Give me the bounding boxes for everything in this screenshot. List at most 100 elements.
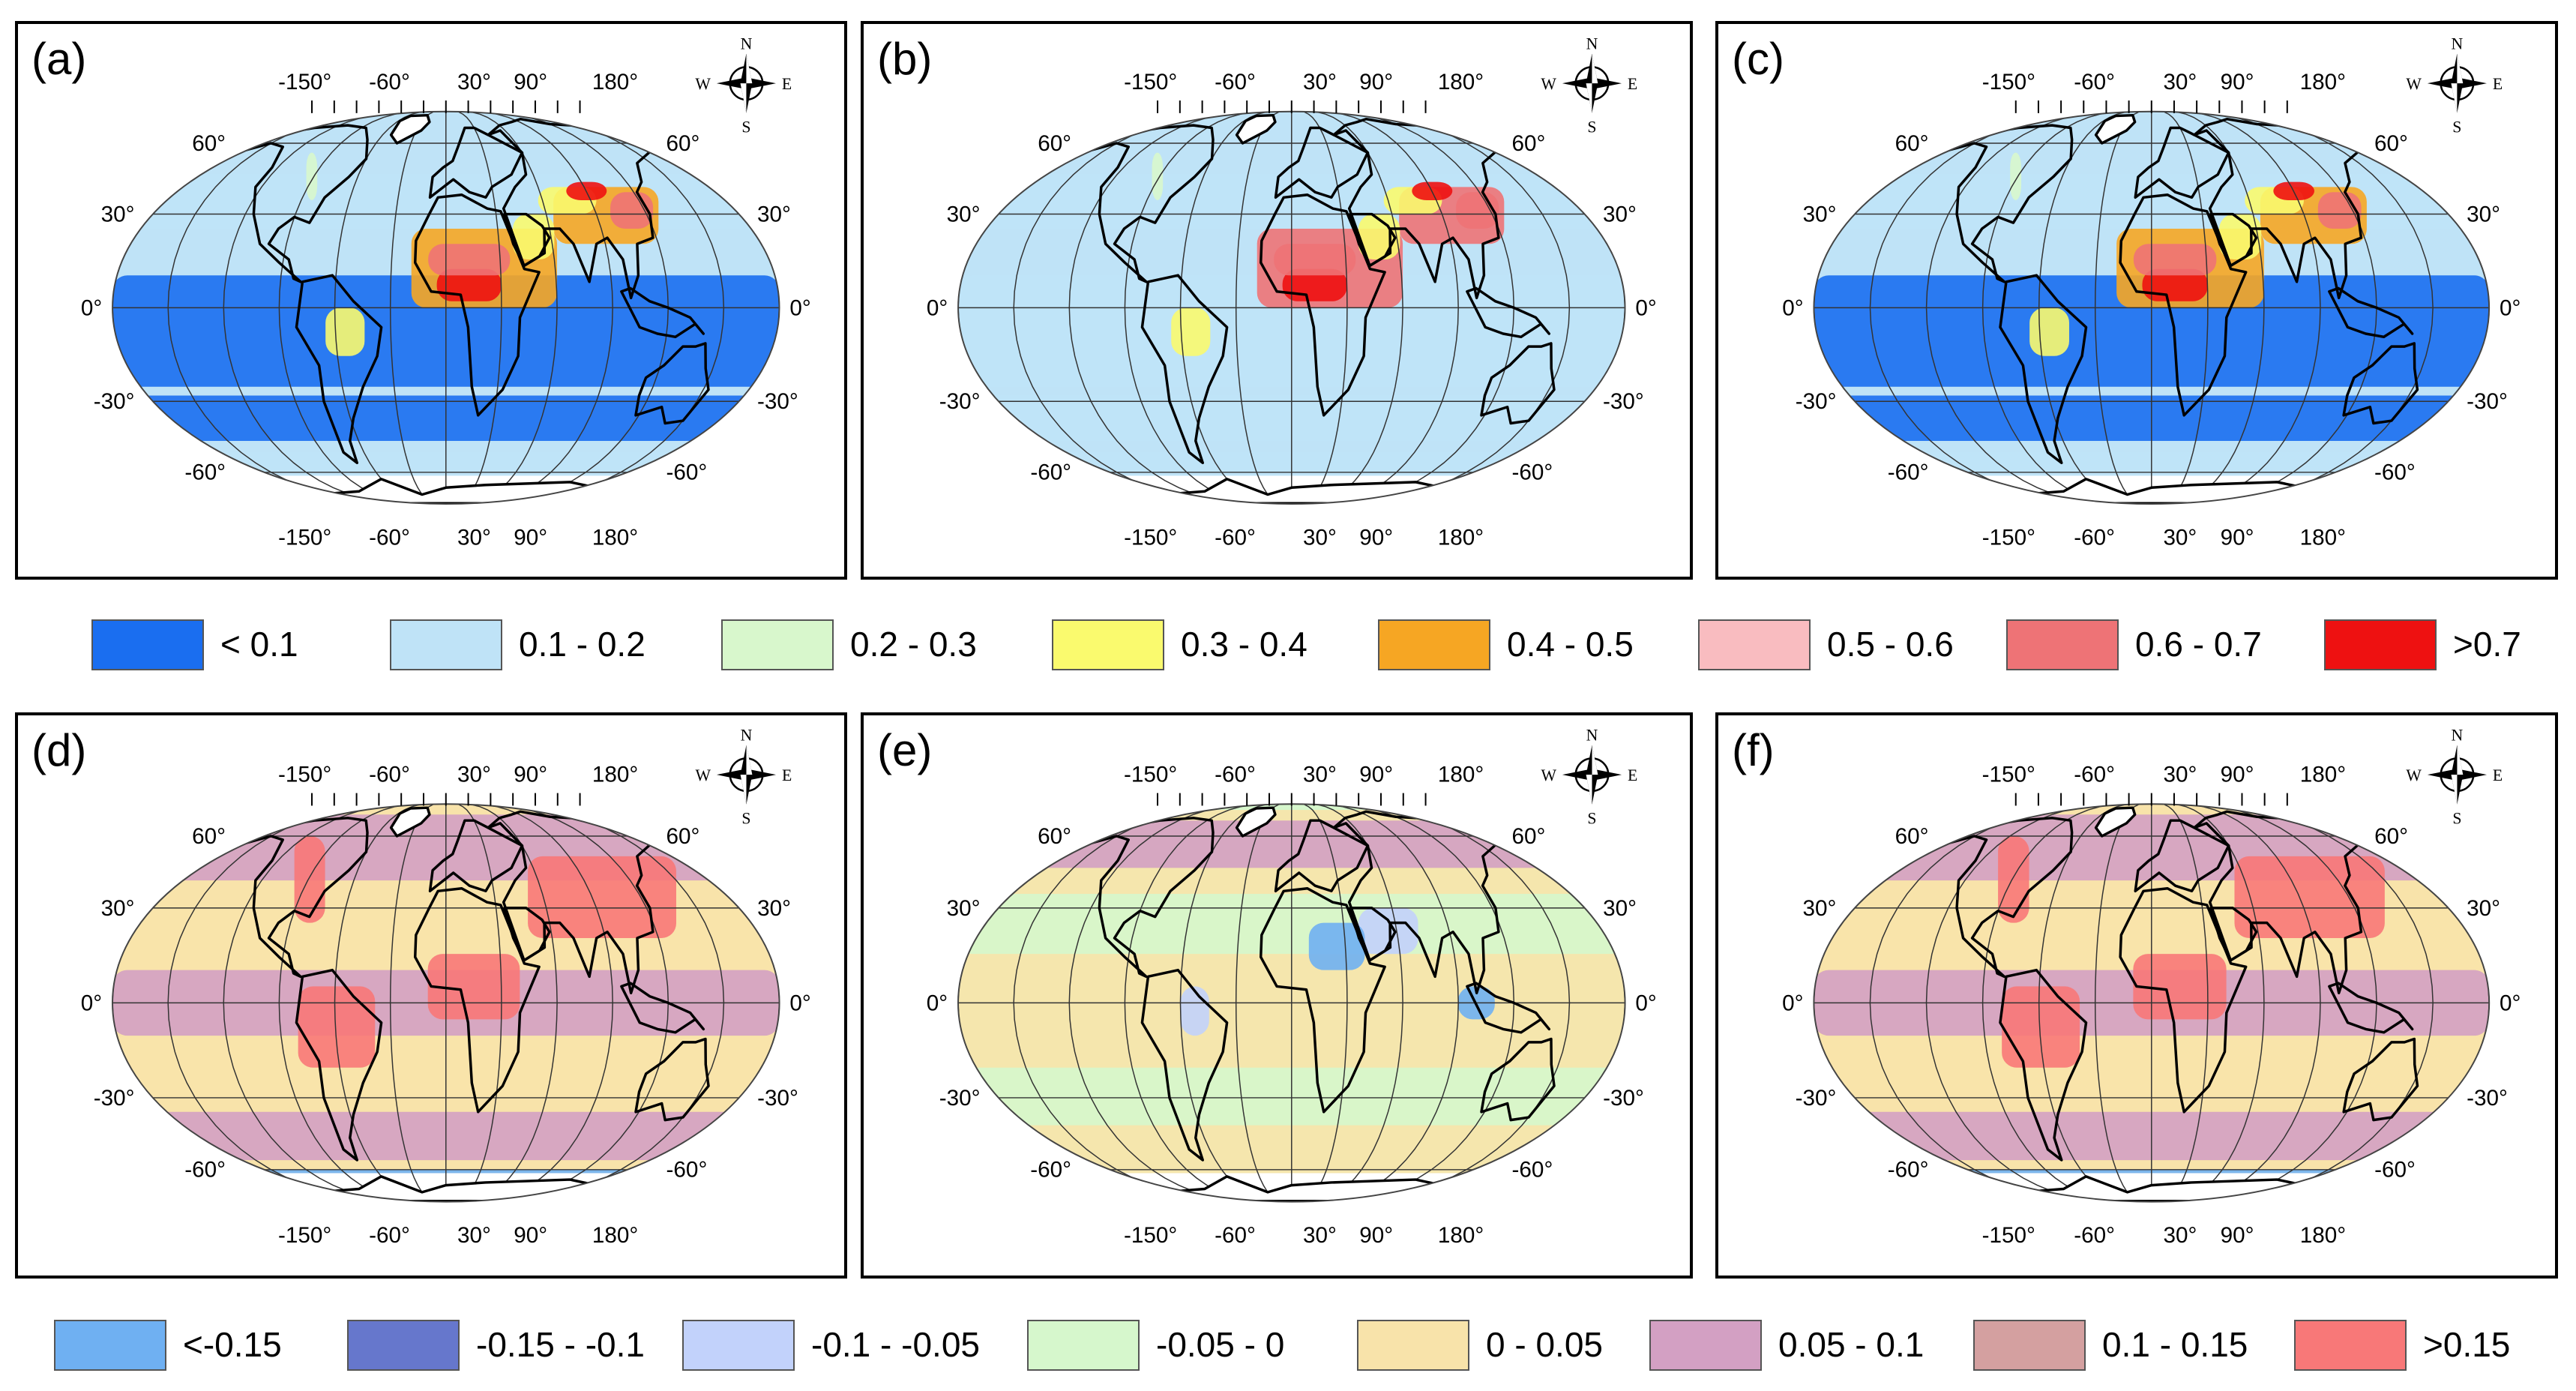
legend-swatch [1357,1320,1469,1371]
meridian-line [2177,111,2265,504]
lon-tick-top: 30° [2163,763,2197,787]
lat-tick-left: -30° [939,1086,981,1111]
coastline-northAmerica [1080,124,1215,283]
lat-tick-right: -60° [666,1158,708,1183]
meridian-line [2217,804,2434,1202]
compass-n: N [2452,727,2464,745]
coastline-europe [428,819,524,893]
lon-tick-top: 180° [1438,763,1484,787]
lat-tick-left: -30° [1796,1086,1837,1111]
coastline-greenland [2094,806,2137,838]
legend-swatch [2294,1320,2407,1371]
data-region [2234,856,2385,939]
legend-label: 0.5 - 0.6 [1827,625,1954,664]
lat-tick-right: -30° [1603,389,1644,414]
coastline-northAmerica [1080,817,1215,979]
meridian-line [223,111,394,504]
lon-tick-bottom: -150° [1124,1223,1177,1248]
meridian-line [511,804,725,1202]
coastline-southAmerica [1140,274,1229,464]
lon-tick-bottom: -60° [1215,1223,1256,1248]
lat-tick-right: 60° [1512,824,1546,849]
legend-swatch [2324,619,2437,670]
lat-tick-left: 60° [192,131,226,156]
lat-tick-left: -60° [184,1158,226,1183]
legend-swatch [1649,1320,1762,1371]
lat-tick-right: -30° [2467,1086,2508,1111]
lon-tick-top: 30° [457,763,491,787]
map-svg-c: -150° -150° -60° -60° 30° 30° 90° 90° 180° 180° 60… [1782,35,2521,550]
compass-s: S [2452,809,2461,827]
map-panel-a: -150° -150° -60° -60° 30° 30° 90° 90° 180° 180° 60… [15,21,847,580]
lat-tick-right: -30° [1603,1086,1644,1111]
lat-tick-left: 0° [927,295,948,320]
lon-tick-bottom: -60° [2074,1223,2115,1248]
coastline-greenland [1235,806,1277,838]
coastline-southAmerica [1140,968,1229,1162]
coastline-australia [1480,342,1556,425]
lon-tick-top: 30° [1303,763,1337,787]
lon-tick-bottom: 30° [2163,1223,2197,1248]
coastline-northAmerica [1938,817,2074,979]
panel-label: (c) [1732,34,1784,84]
map-svg-d: -150° -150° -60° -60° 30° 30° 90° 90° 180° 180° 60… [81,727,811,1248]
legend-swatch [682,1320,795,1371]
legend-label: -0.1 - -0.05 [811,1325,980,1364]
lat-tick-left: -60° [1888,460,1929,485]
lon-tick-top: 90° [514,70,547,94]
panel-label: (f) [1732,725,1775,775]
coastline-africa [2119,886,2248,1114]
coastline-australia [634,342,710,425]
lat-tick-left: 30° [1803,896,1837,921]
coastline-arabia [503,212,551,268]
meridian-line [1356,804,1571,1202]
lat-tick-right: 0° [2500,991,2521,1015]
lon-tick-bottom: -60° [369,1223,410,1248]
coastline-indonesia [2328,286,2414,339]
lon-tick-top: 90° [1359,70,1393,94]
panel-label: (a) [31,34,87,84]
data-region [1274,244,1356,276]
meridian-line [1925,804,2099,1202]
meridian-line [1981,804,2113,1202]
legend-swatch [54,1320,166,1371]
lon-tick-top: -60° [369,70,410,94]
meridian-line [1925,111,2099,504]
lon-tick-top: 180° [592,763,638,787]
meridian-line [1330,804,1459,1202]
lon-tick-bottom: 90° [1359,1223,1393,1248]
data-region [325,307,365,356]
compass-e: E [2493,766,2503,784]
legend-label: 0.1 - 0.2 [519,625,645,664]
legend-label: 0.4 - 0.5 [1507,625,1634,664]
compass-w: W [2406,766,2422,784]
lat-tick-right: 30° [757,202,791,226]
lat-tick-right: -60° [666,460,708,485]
legend-swatch [1698,619,1811,670]
compass-w: W [2406,75,2422,93]
coastline-arabia [2209,212,2258,268]
meridian-line [458,111,502,504]
meridian-line [484,804,613,1202]
compass-s: S [741,809,750,827]
lon-tick-top: -150° [1124,70,1177,94]
meridian-line [2191,111,2321,504]
legend-swatch [347,1320,460,1371]
coastline-southAmerica [1999,274,2088,464]
coastline-greenland [1235,113,1277,145]
lon-tick-top: 90° [1359,763,1393,787]
coastline-indonesia [620,982,705,1034]
meridian-line [1068,804,1240,1202]
lat-tick-left: 0° [927,991,948,1015]
lat-tick-left: 60° [1038,131,1071,156]
coastline-africa [413,193,541,417]
meridian-line [1304,804,1348,1202]
meridian-line [2094,804,2139,1202]
meridian-line [2038,111,2125,504]
legend-swatch [1973,1320,2086,1371]
lat-tick-left: 30° [947,202,981,226]
compass-s: S [741,118,750,136]
meridian-line [1068,111,1240,504]
compass-e: E [782,75,792,93]
lat-tick-left: -30° [939,389,981,414]
